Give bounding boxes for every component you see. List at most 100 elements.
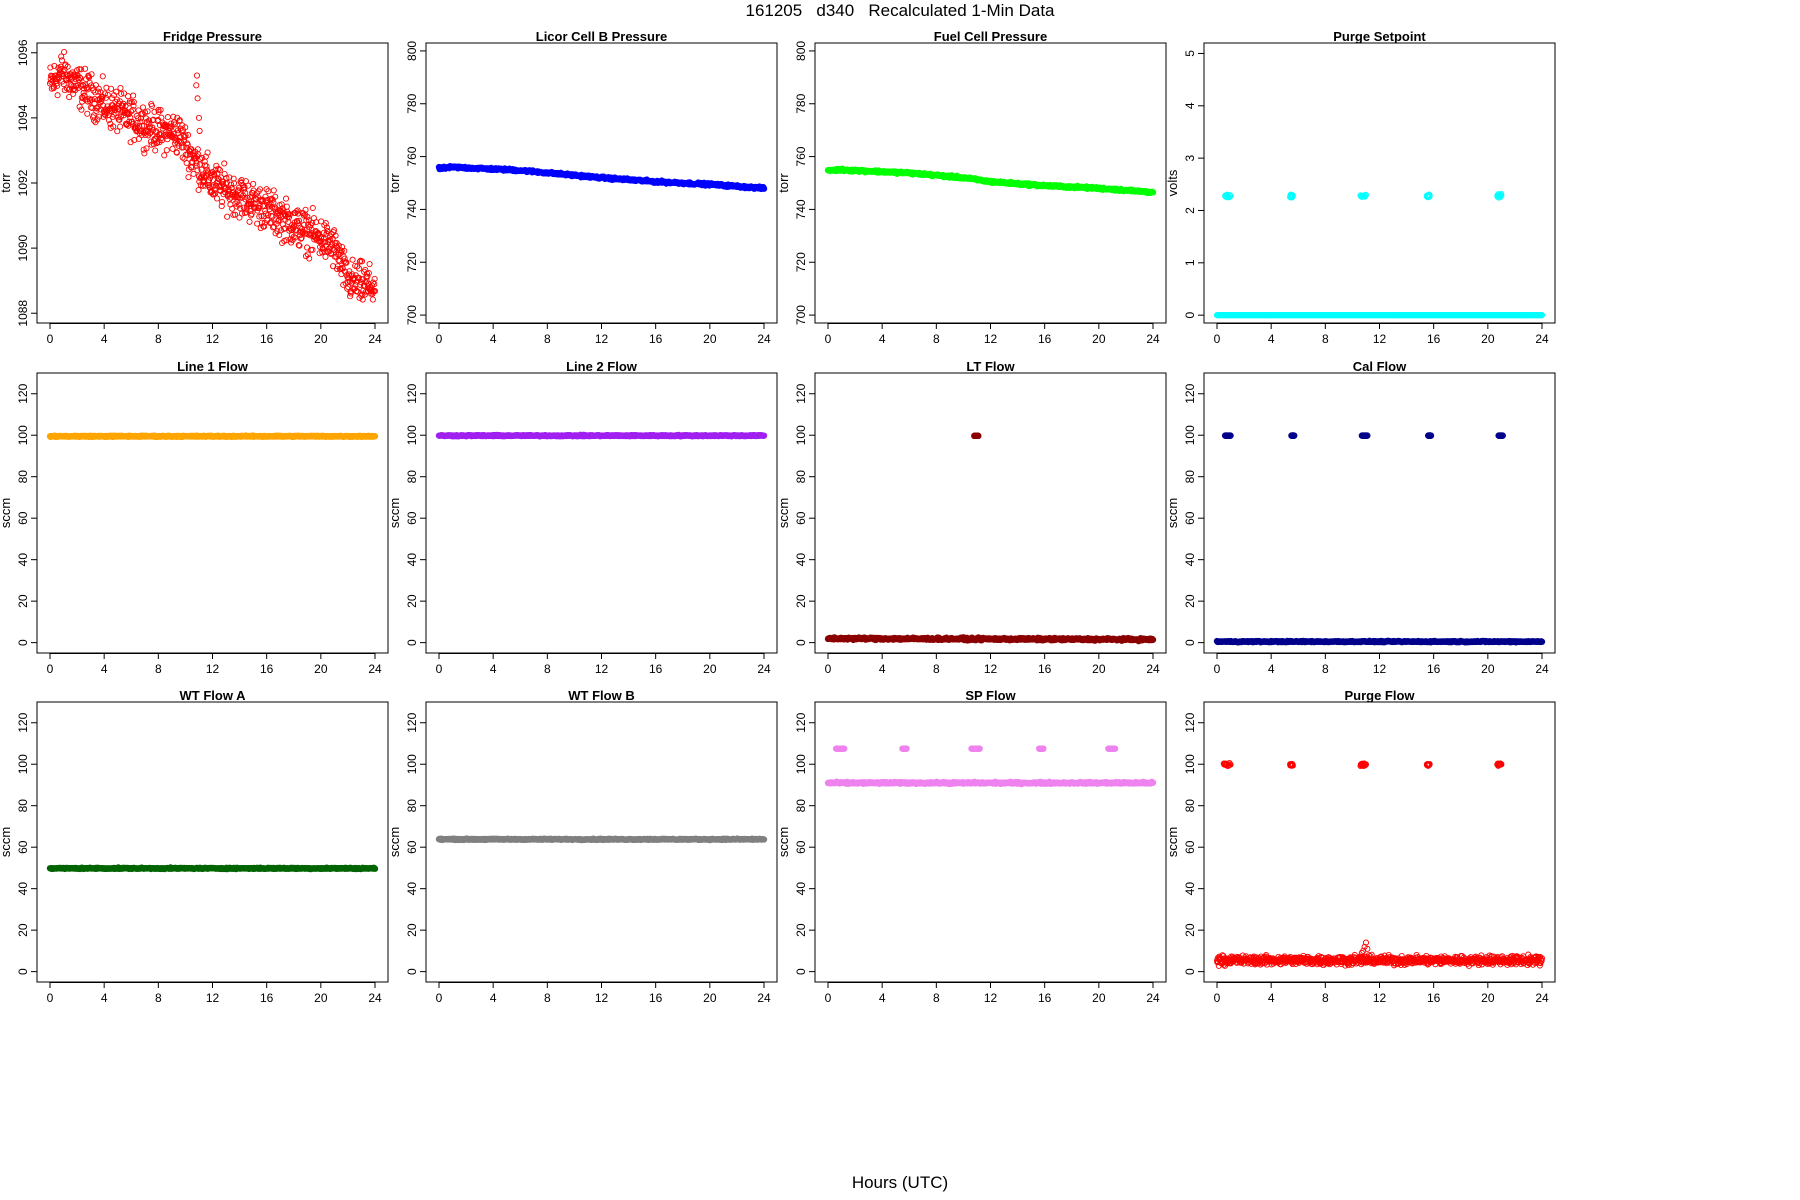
data-point [206,177,213,184]
data-point [66,94,73,101]
y-tick-label: 80 [405,470,419,484]
data-point [180,144,187,151]
data-point [161,152,168,159]
data-point [139,104,146,111]
panel-title: Fuel Cell Pressure [934,29,1047,44]
y-tick-label: 0 [405,639,419,646]
data-point [304,251,311,258]
y-tick-label: 20 [405,594,419,608]
data-point [235,201,242,208]
data-point [155,108,162,115]
data-point [224,213,231,220]
x-tick-label: 0 [1214,662,1221,676]
x-tick-label: 20 [314,662,328,676]
data-point [133,128,140,135]
data-point [121,90,128,97]
y-tick-label: 800 [405,41,419,61]
data-point [149,124,156,131]
data-point [1149,636,1157,643]
data-point [354,288,361,295]
data-point [243,209,250,216]
x-tick-label: 12 [206,332,220,346]
y-tick-label: 60 [1183,511,1197,525]
data-point [347,290,354,297]
y-axis-label: torr [387,173,402,193]
x-tick-label: 0 [825,662,832,676]
data-point [81,93,88,100]
data-point [343,259,350,266]
data-point [128,99,135,106]
data-point [168,120,175,127]
data-point [141,150,148,157]
x-tick-label: 12 [595,332,609,346]
x-tick-label: 12 [984,332,998,346]
data-point [230,180,238,187]
data-point [292,234,299,241]
data-point [114,106,121,113]
y-tick-label: 20 [794,594,808,608]
x-tick-label: 8 [544,662,551,676]
data-point [274,228,281,235]
panel-title: Purge Setpoint [1333,29,1426,44]
y-axis-label: sccm [387,498,402,528]
data-point [130,92,137,99]
x-tick-label: 4 [879,332,886,346]
data-point [183,159,190,167]
data-point [241,186,248,193]
data-point [130,98,137,106]
x-tick-label: 4 [1268,662,1275,676]
y-tick-label: 60 [794,511,808,525]
x-tick-label: 24 [1535,332,1549,346]
data-point [143,145,150,152]
data-point [125,93,132,100]
data-point [353,278,360,285]
data-point [63,85,71,92]
y-tick-label: 40 [16,553,30,567]
x-tick-label: 8 [933,332,940,346]
data-point [185,174,192,181]
data-point [246,218,253,225]
data-point [323,224,330,231]
y-axis-label: torr [776,173,791,193]
data-point [226,174,233,181]
panel-title: Line 1 Flow [177,359,249,374]
figure-title: 161205 d340 Recalculated 1-Min Data [745,1,1055,20]
y-tick-label: 80 [1183,470,1197,484]
x-tick-label: 12 [595,662,609,676]
data-point [157,106,164,113]
data-point [77,75,84,82]
data-point [358,292,365,299]
x-tick-label: 24 [757,662,771,676]
data-point [182,124,189,131]
data-point [96,113,103,120]
data-point [219,198,226,206]
y-axis-label: sccm [776,498,791,528]
y-tick-label: 100 [794,425,808,445]
x-tick-label: 24 [757,332,771,346]
data-point [371,288,379,295]
data-point [193,72,200,79]
y-tick-label: 1090 [16,234,30,261]
y-tick-label: 0 [1183,311,1197,318]
y-tick-label: 720 [794,252,808,272]
y-tick-label: 2 [1183,207,1197,214]
x-tick-label: 4 [879,662,886,676]
data-point [309,246,316,253]
data-point [335,257,342,264]
data-point [116,116,123,123]
data-point [341,268,349,275]
data-point [286,211,294,218]
data-point [285,214,293,221]
y-tick-label: 5 [1183,50,1197,57]
series-purge-setpoint [1213,190,1546,319]
data-point [322,239,329,246]
x-tick-label: 8 [1322,332,1329,346]
data-point [125,122,132,129]
panel-title: Line 2 Flow [566,359,638,374]
data-point [99,73,106,80]
data-point [760,185,768,192]
data-point [285,218,292,225]
data-point [270,187,277,194]
